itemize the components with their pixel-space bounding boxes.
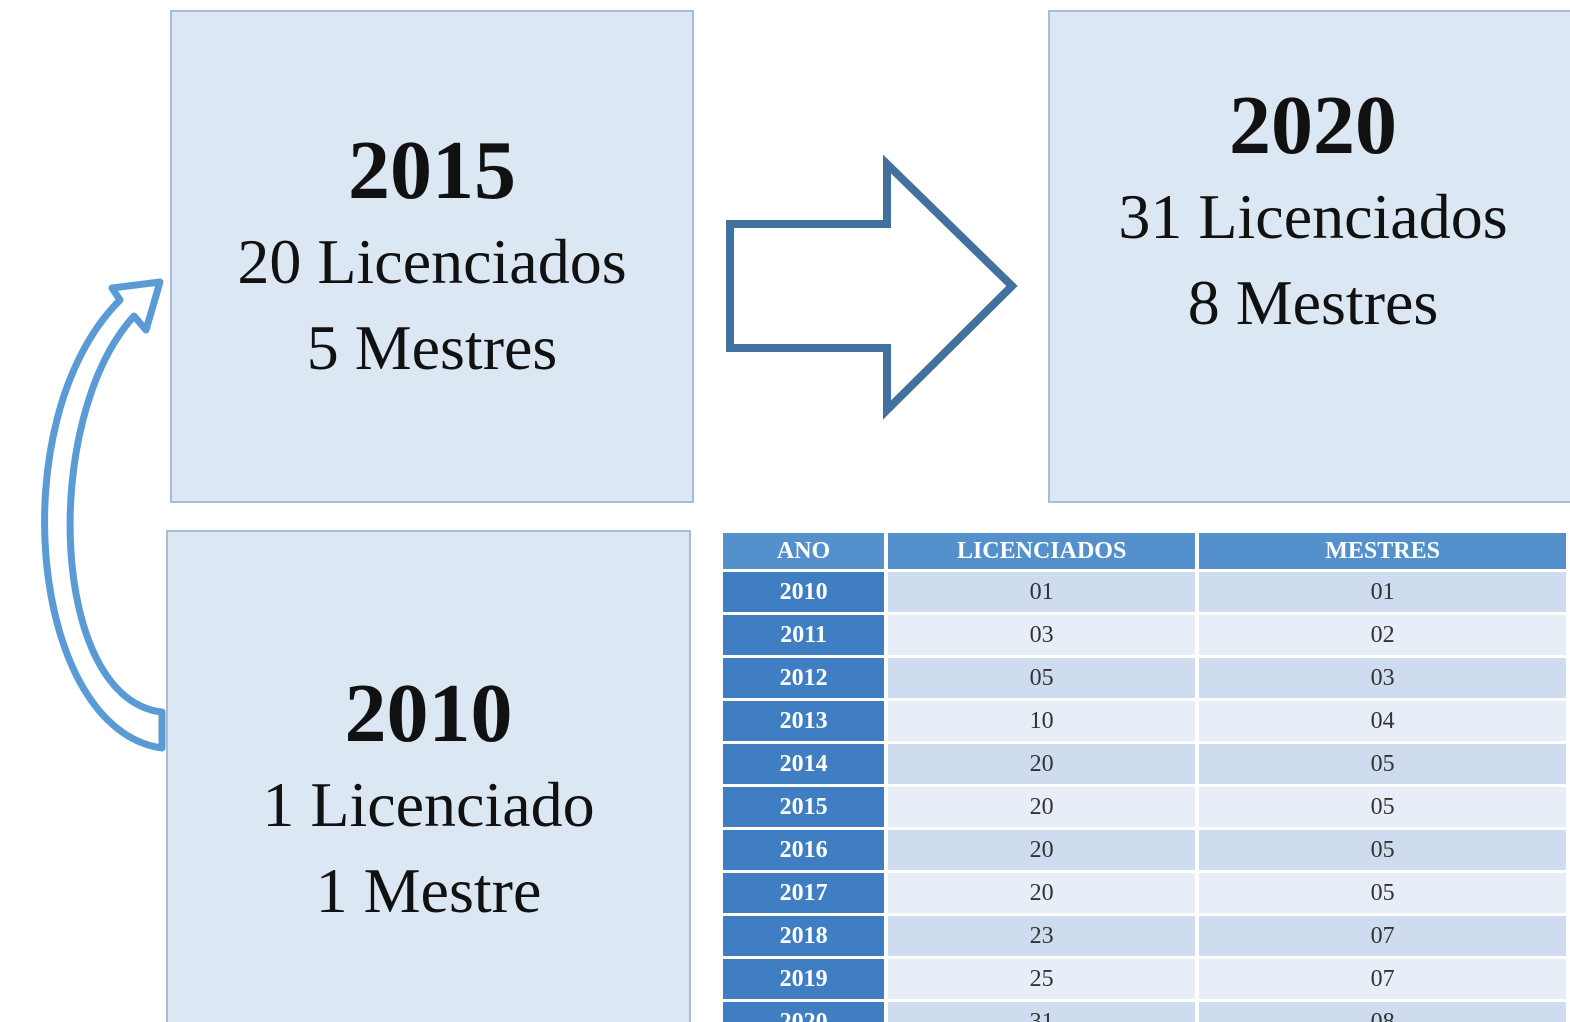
curved-arrow: [41, 278, 166, 752]
header-row: ANO LICENCIADOS MESTRES: [723, 533, 1570, 571]
table-cell: 2020: [723, 999, 889, 1022]
box-year: 2015: [348, 123, 516, 217]
table-cell: 2015: [723, 784, 889, 829]
box-2015: 2015 20 Licenciados 5 Mestres: [170, 10, 694, 503]
table-cell: 05: [1197, 784, 1570, 829]
table-cell: 01: [886, 569, 1200, 614]
table-cell: 07: [1197, 913, 1570, 958]
big-arrow: [726, 154, 1018, 420]
table-cell: 10: [886, 698, 1200, 743]
table-cell: 2010: [723, 569, 889, 614]
table-cell: 04: [1197, 698, 1570, 743]
table-row: 2020 31 08: [723, 999, 1570, 1022]
table-row: 2019 25 07: [723, 956, 1570, 1001]
box-year: 2010: [344, 667, 513, 760]
header-cell: LICENCIADOS: [886, 533, 1200, 571]
table-row: 2014 20 05: [723, 741, 1570, 786]
box-line: 1 Mestre: [315, 855, 542, 926]
table-row: 2013 10 04: [723, 698, 1570, 743]
table-cell: 2017: [723, 870, 889, 915]
table-cell: 20: [886, 870, 1200, 915]
table-cell: 02: [1197, 612, 1570, 657]
header-cell: MESTRES: [1197, 533, 1570, 571]
table-cell: 03: [886, 612, 1200, 657]
box-2010: 2010 1 Licenciado 1 Mestre: [166, 530, 691, 1022]
table-cell: 25: [886, 956, 1200, 1001]
table-row: 2011 03 02: [723, 612, 1570, 657]
data-table: ANO LICENCIADOS MESTRES 2010 01 01 2011 03 02 201…: [723, 533, 1570, 1022]
table-cell: 2011: [723, 612, 889, 657]
box-line: 31 Licenciados: [1118, 180, 1508, 252]
table-row: 2010 01 01: [723, 569, 1570, 614]
box-line: 8 Mestres: [1187, 266, 1439, 338]
box-year: 2020: [1229, 78, 1397, 172]
table-cell: 2014: [723, 741, 889, 786]
table-cell: 08: [1197, 999, 1570, 1022]
table-cell: 2016: [723, 827, 889, 872]
table-cell: 2018: [723, 913, 889, 958]
table-cell: 2012: [723, 655, 889, 700]
box-2020: 2020 31 Licenciados 8 Mestres: [1048, 10, 1570, 503]
table-cell: 05: [1197, 870, 1570, 915]
table-row: 2016 20 05: [723, 827, 1570, 872]
box-line: 1 Licenciado: [262, 769, 595, 840]
table-cell: 01: [1197, 569, 1570, 614]
table-row: 2012 05 03: [723, 655, 1570, 700]
table-cell: 2019: [723, 956, 889, 1001]
table-cell: 07: [1197, 956, 1570, 1001]
box-line: 5 Mestres: [306, 311, 558, 383]
table-cell: 20: [886, 741, 1200, 786]
header-cell: ANO: [723, 533, 889, 571]
table-cell: 2013: [723, 698, 889, 743]
table-row: 2018 23 07: [723, 913, 1570, 958]
table-cell: 31: [886, 999, 1200, 1022]
table-cell: 05: [1197, 741, 1570, 786]
table-cell: 05: [1197, 827, 1570, 872]
table-cell: 05: [886, 655, 1200, 700]
table-cell: 20: [886, 784, 1200, 829]
table-row: 2015 20 05: [723, 784, 1570, 829]
table-cell: 23: [886, 913, 1200, 958]
table-row: 2017 20 05: [723, 870, 1570, 915]
table-cell: 20: [886, 827, 1200, 872]
table-cell: 03: [1197, 655, 1570, 700]
box-line: 20 Licenciados: [237, 225, 627, 297]
